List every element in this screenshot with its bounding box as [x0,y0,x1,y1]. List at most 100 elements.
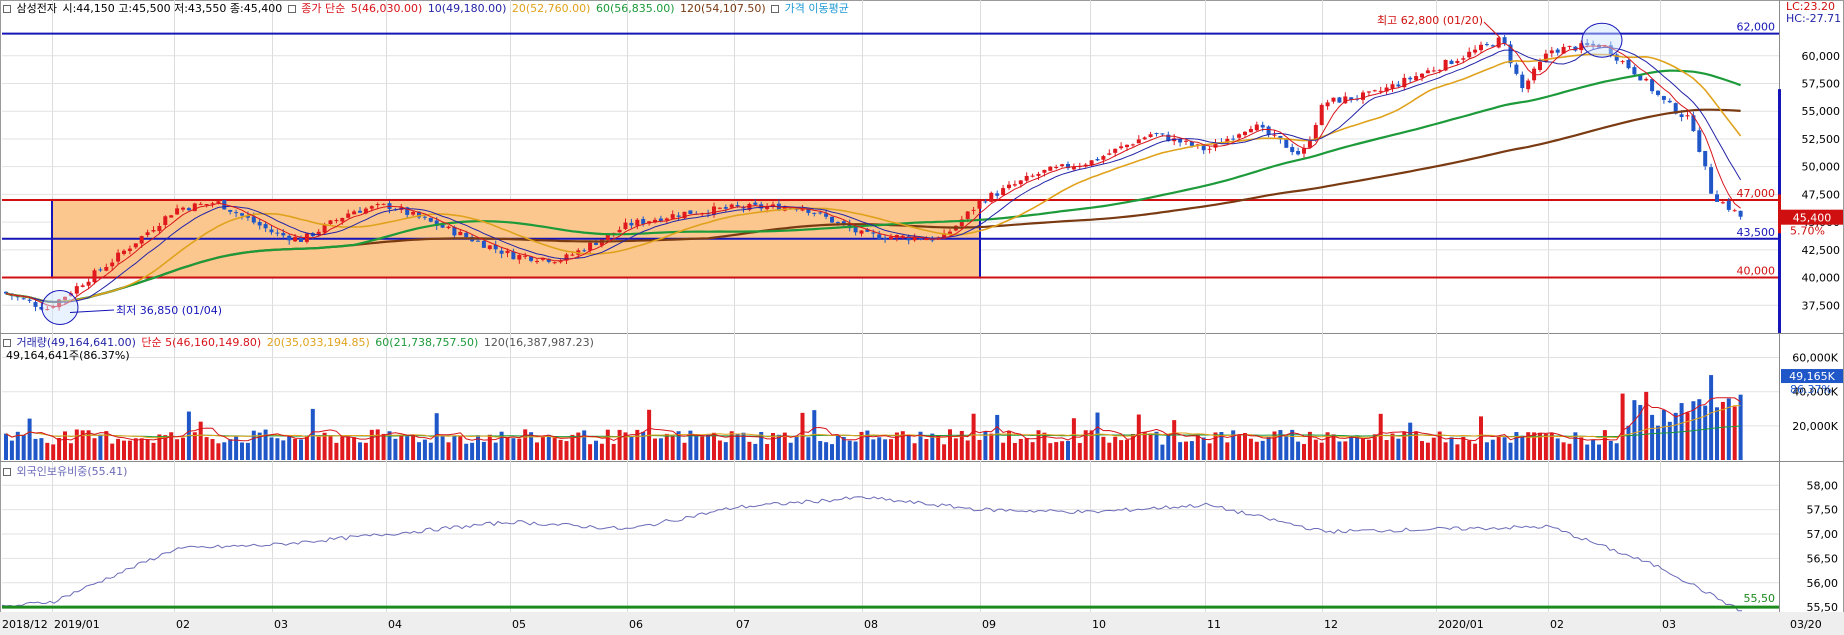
foreign-legend: 외국인보유비중(55.41) [3,465,129,479]
volume-bar [1307,431,1312,460]
volume-bar [1319,442,1324,460]
level-label: 43,500 [1737,226,1776,239]
x-tick-label: 05 [512,618,526,631]
volume-bar [446,442,451,460]
volume-bar [405,436,410,460]
level-label: 40,000 [1737,265,1776,278]
candle-body [853,227,858,233]
volume-bar [1532,432,1537,460]
candle-body [1302,148,1306,154]
volume-bar [676,431,681,460]
x-axis-band [0,612,1844,635]
candle-body [21,298,26,300]
volume-bar [1390,433,1395,460]
candle-body [269,229,274,233]
volume-bar [1113,436,1118,460]
volume-bar [4,433,8,460]
volume-bar [104,431,109,460]
candle-body [1130,144,1135,146]
candle-body [33,302,38,307]
candle-body [1054,166,1059,169]
x-tick-label: 2020/01 [1438,618,1484,631]
volume-bar [1178,442,1183,460]
candle-body [281,232,286,236]
volume-bar [540,437,545,460]
candle-body [1538,61,1542,71]
candle-body [169,215,174,218]
volume-bar [470,442,475,460]
volume-bar [871,439,876,460]
high-annotation: 최고 62,800 (01/20) [1377,14,1484,27]
volume-bar [517,438,522,460]
volume-bar [700,436,705,460]
volume-bar [948,429,952,460]
hc-label: HC:-27.71 [1786,12,1842,25]
volume-bar [293,438,298,460]
candle-body [824,213,829,217]
volume-bar [1066,440,1070,460]
candle-body [564,254,569,261]
candle-body [1325,102,1330,107]
volume-bar [1248,438,1253,460]
volume-bar [1331,434,1336,460]
volume-bar [192,432,197,460]
x-tick-label: 03 [274,618,288,631]
volume-bar [611,443,616,460]
volume-bar [434,413,439,460]
volume-bar [1479,416,1483,460]
x-tick-label: 06 [629,618,643,631]
volume-bar [959,430,964,460]
volume-bar [1089,430,1094,460]
volume-bar [558,439,563,460]
volume-bar [51,444,56,460]
candle-body [1142,137,1147,140]
volume-bar [1514,432,1519,460]
candle-body [145,232,150,236]
foreign-tick-label: 58,00 [1807,479,1839,492]
candle-body [1549,50,1554,54]
candle-body [918,238,923,240]
volume-bar [116,438,121,460]
volume-bar [1396,438,1401,460]
volume-bar [1290,429,1295,460]
candle-body [334,220,339,222]
volume-bar [865,430,870,460]
volume-bar [1484,442,1489,460]
candle-body [251,216,256,223]
volume-ma60-label: 60(21,738,757.50) [375,336,479,349]
candle-body [458,231,463,236]
candle-body [1732,210,1737,212]
candle-body [1048,166,1053,171]
candle-body [104,266,109,271]
ma5-label: 5(46,030.00) [350,2,423,15]
low-marker-circle [41,289,79,325]
candle-body [1479,44,1483,51]
candle-body [316,231,321,235]
volume-bar [198,421,203,460]
x-tick-label: 08 [864,618,878,631]
candle-body [1007,184,1011,189]
volume-bar [588,444,593,460]
volume-bar [1585,444,1590,460]
current-price-label: 45,400 [1793,212,1832,225]
price-tick-label: 47,500 [1802,188,1841,201]
volume-bar [393,438,398,460]
current-volume-label: 49,165K [1789,370,1835,383]
candle-body [1307,139,1312,148]
volume-bar [759,431,764,460]
volume-bar [1703,405,1708,460]
volume-bar [316,436,321,460]
x-tick-label: 02 [176,618,190,631]
candle-body [245,215,250,218]
volume-bar [965,440,970,460]
candle-body [1414,76,1419,81]
volume-bar [1455,444,1460,460]
candle-body [440,224,445,228]
volume-bar [511,438,516,460]
candle-body [422,216,427,218]
volume-label: 거래량(49,164,641.00) [16,336,136,349]
volume-bar [1060,441,1065,460]
candle-body [871,232,876,234]
